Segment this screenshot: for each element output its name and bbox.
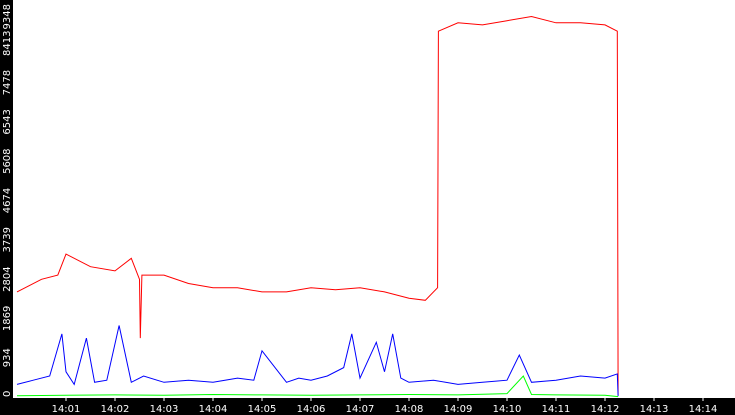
series-line-0 <box>16 15 619 395</box>
series-layer <box>16 15 619 398</box>
y-tick-label: 2804 <box>2 266 13 291</box>
x-tick-label: 14:02 <box>101 404 130 415</box>
series-line-1 <box>16 325 619 397</box>
series-line-2 <box>16 375 619 398</box>
x-tick-label: 14:07 <box>346 404 375 415</box>
y-tick-label: 1869 <box>2 306 13 331</box>
y-axis-band <box>0 0 13 415</box>
x-tick-label: 14:12 <box>591 404 620 415</box>
x-axis-band <box>0 398 735 415</box>
y-tick-label: 9348 <box>2 4 13 29</box>
x-tick-label: 14:13 <box>640 404 669 415</box>
x-tick-label: 14:03 <box>150 404 179 415</box>
x-tick-label: 14:01 <box>52 404 81 415</box>
x-tick-label: 14:11 <box>542 404 571 415</box>
y-tick-label: 8413 <box>2 31 13 56</box>
x-tick-label: 14:08 <box>395 404 424 415</box>
y-tick-label: 0 <box>2 391 13 397</box>
x-tick-label: 14:05 <box>248 404 277 415</box>
y-tick-labels: 0 934 1869 2804 3739 4674 5608 6543 7478 8413 9348 <box>2 4 13 397</box>
x-tick-label: 14:10 <box>493 404 522 415</box>
y-tick-label: 7478 <box>2 70 13 95</box>
y-tick-label: 934 <box>2 348 13 367</box>
y-tick-label: 4674 <box>2 188 13 213</box>
y-tick-label: 6543 <box>2 109 13 134</box>
x-tick-label: 14:09 <box>444 404 473 415</box>
y-tick-label: 5608 <box>2 148 13 173</box>
x-tick-label: 14:06 <box>297 404 326 415</box>
x-tick-labels: 14:01 14:02 14:03 14:04 14:05 14:06 14:07 14:08… <box>52 398 718 415</box>
y-tick-label: 3739 <box>2 227 13 252</box>
x-tick-label: 14:14 <box>689 404 718 415</box>
x-tick-label: 14:04 <box>199 404 228 415</box>
